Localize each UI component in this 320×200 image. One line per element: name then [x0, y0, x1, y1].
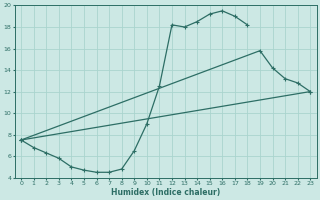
X-axis label: Humidex (Indice chaleur): Humidex (Indice chaleur)	[111, 188, 220, 197]
